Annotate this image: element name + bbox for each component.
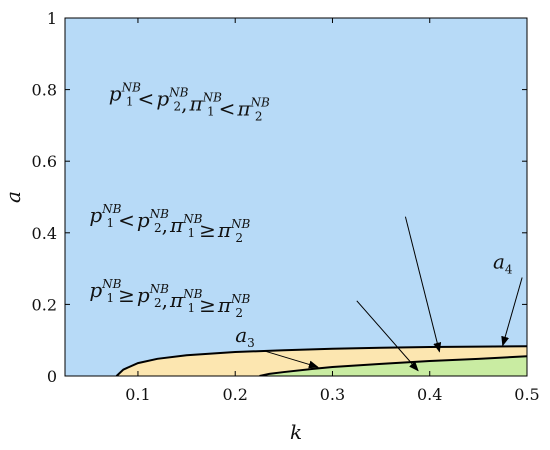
y-tick-label: 0.2 <box>32 295 57 314</box>
annotation-labels: a3 a4 <box>235 250 513 350</box>
region-label-1: pNB 1 < pNB 2, πNB 1 ≥ πNB 2 <box>89 202 250 245</box>
boundary-a4 <box>259 355 527 376</box>
region-arrow-1 <box>356 300 419 372</box>
x-tick-label: 0.4 <box>417 385 442 404</box>
y-axis-label: a <box>1 191 25 203</box>
y-tick-label: 0.8 <box>32 81 57 100</box>
annotation-arrow-a3 <box>264 350 319 369</box>
y-tick-label: 0 <box>47 367 57 386</box>
annotation-arrows <box>264 216 523 372</box>
y-tick-label: 1 <box>47 9 57 28</box>
region-lower <box>259 356 527 376</box>
y-tick-label: 0.4 <box>32 224 57 243</box>
x-tick-label: 0.3 <box>320 385 345 404</box>
annotation-label-a3: a3 <box>235 323 255 350</box>
plot-frame <box>64 17 528 377</box>
y-tick-label: 0.6 <box>32 152 57 171</box>
x-tick-label: 0.2 <box>222 385 247 404</box>
region-upper <box>65 18 527 376</box>
x-axis-label: k <box>290 420 302 444</box>
x-axis-ticks: 0.1 0.2 0.3 0.4 0.5 <box>125 18 540 404</box>
region-arrow-0 <box>404 216 442 353</box>
x-tick-label: 0.1 <box>125 385 150 404</box>
region-label-0: pNB 1 < pNB 2, πNB 1 < πNB 2 <box>109 80 270 123</box>
region-label-2: pNB 1 ≥ pNB 2, πNB 1 ≥ πNB 2 <box>89 277 250 320</box>
annotation-label-a4: a4 <box>493 250 513 277</box>
region-labels: pNB 1 < pNB 2, πNB 1 < πNB 2 pNB 1 < pNB 2, πNB 1 ≥ πNB 2 pN… <box>89 80 270 320</box>
annotation-arrow-a4 <box>501 277 523 347</box>
y-axis-ticks: 0 0.2 0.4 0.6 0.8 1 <box>32 9 527 386</box>
x-tick-label: 0.5 <box>514 385 539 404</box>
